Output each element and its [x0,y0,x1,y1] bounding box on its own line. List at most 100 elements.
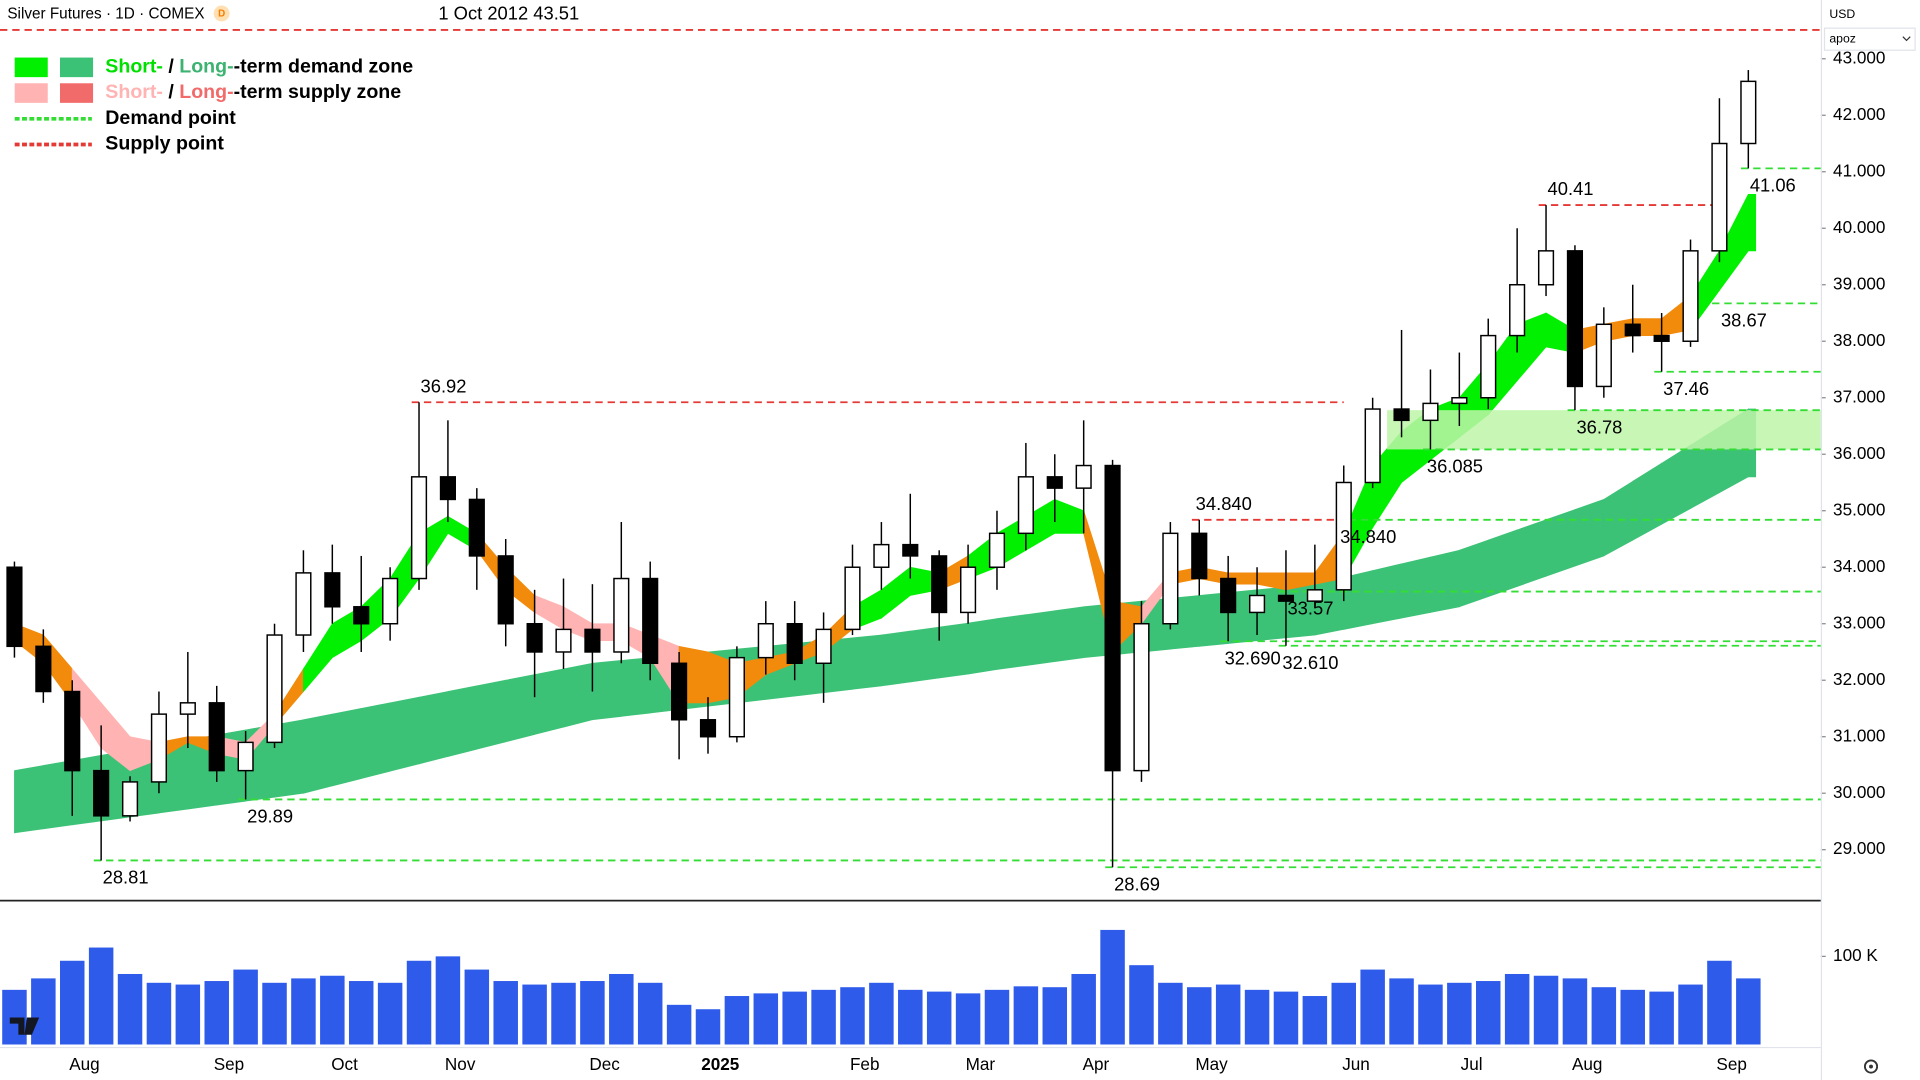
x-tick-label: Sep [214,1054,244,1074]
x-tick-label: Mar [966,1054,996,1074]
unit[interactable]: apoz [1829,31,1856,45]
volume-bar [926,991,952,1045]
candle-body [410,476,428,580]
candle-body [497,555,514,625]
logo[interactable] [9,1017,40,1035]
unit-selector[interactable] [1823,27,1916,51]
candle-body [1104,464,1121,772]
volume-bar [1620,989,1645,1045]
volume-bar [1707,960,1732,1045]
currency[interactable]: USD [1829,7,1855,21]
candle-body [1537,250,1555,286]
candle-body [728,656,745,738]
long-term-zone [1487,529,1518,598]
y-tick-label: 43.000 [1833,47,1885,67]
legend-text: -term supply zone [234,81,402,103]
long-term-zone [303,713,333,794]
volume-bar [146,982,172,1045]
y-tick-label: 32.000 [1833,669,1885,689]
volume-bar [1187,987,1212,1045]
volume-bar [666,1004,692,1045]
candle-body [959,566,977,614]
volume-bar [262,982,287,1045]
y-tick-label: 39.000 [1833,273,1885,293]
candle-body [1133,622,1150,772]
long-term-zone [563,662,593,728]
long-term-zone [592,660,622,721]
volume-bar [1302,996,1328,1045]
long-term-zone [360,702,391,780]
candle-body [613,577,630,653]
level-label: 34.840 [1340,526,1396,547]
candle-body [150,713,168,783]
y-tick-label: 38.000 [1833,330,1885,350]
candle-body [1451,397,1468,405]
volume-bar [1418,984,1443,1045]
volume-bar [753,993,779,1045]
volume-bar [1071,973,1096,1045]
volume-bar [1562,978,1588,1045]
volume-bar [609,973,634,1045]
candle-body [671,662,688,721]
legend-swatch [60,57,94,78]
long-term-zone [1430,549,1460,613]
long-term-zone [620,657,651,717]
volume-bar [1100,929,1125,1045]
candle-body [64,690,81,772]
x-tick-label: Oct [331,1054,358,1074]
candle-body [642,577,659,665]
candle-body [1566,250,1584,388]
legend-text: / [163,81,179,103]
volume-bar [551,982,576,1045]
volume-bar [1273,991,1299,1045]
annotation: 1 Oct 2012 43.51 [438,3,579,24]
legend-swatch [14,57,48,78]
long-term-zone [938,622,969,679]
candle-body [988,532,1006,568]
volume-bar [175,984,201,1045]
text-layer: 29.000 30.000 31.000 32.000 33.000 34.000 35.0… [14,47,1885,1074]
volume-bar [1678,984,1703,1045]
candle-body [295,572,312,636]
volume-bar [1013,986,1039,1045]
candle-body [1248,594,1266,614]
legend-swatch [14,83,48,103]
volume-bar [840,987,865,1045]
level-label: 36.92 [421,375,467,396]
long-term-zone [14,765,44,834]
volume-bar [1158,982,1183,1045]
candle-body [1653,334,1670,342]
level-label: 36.78 [1576,416,1622,437]
candle-body [1075,464,1092,489]
long-term-zone [1372,563,1402,625]
candle-body [35,645,52,693]
legend-label: Short- / Long--term supply zone [105,81,401,103]
volume-bar [522,984,547,1045]
volume-layer [2,929,1761,1045]
y-tick-label: 41.000 [1833,160,1885,180]
level-label: 29.89 [247,806,293,827]
volume-bar [1331,982,1356,1045]
candle-body [1046,476,1063,489]
volume-bar [435,956,461,1045]
candle-body [179,702,196,715]
candle-body [873,543,890,568]
candle-body [1422,402,1439,422]
legend-label: Supply point [105,133,224,155]
candle-body [93,769,110,817]
y-tick-label: 35.000 [1833,499,1885,519]
settings-icon[interactable] [1863,1059,1879,1074]
level-label: 28.81 [103,867,149,888]
long-term-zone [1574,498,1605,567]
x-tick-label: Aug [1572,1054,1602,1074]
volume-bar [1215,984,1241,1045]
long-term-zone [476,679,507,750]
long-term-zone [1025,610,1056,666]
x-tick-label: Aug [69,1054,99,1074]
volume-bar [811,989,836,1045]
long-term-zone [534,668,564,735]
candle-body [1480,334,1497,399]
volume-bar [233,969,258,1045]
level-label: 37.46 [1663,378,1709,399]
